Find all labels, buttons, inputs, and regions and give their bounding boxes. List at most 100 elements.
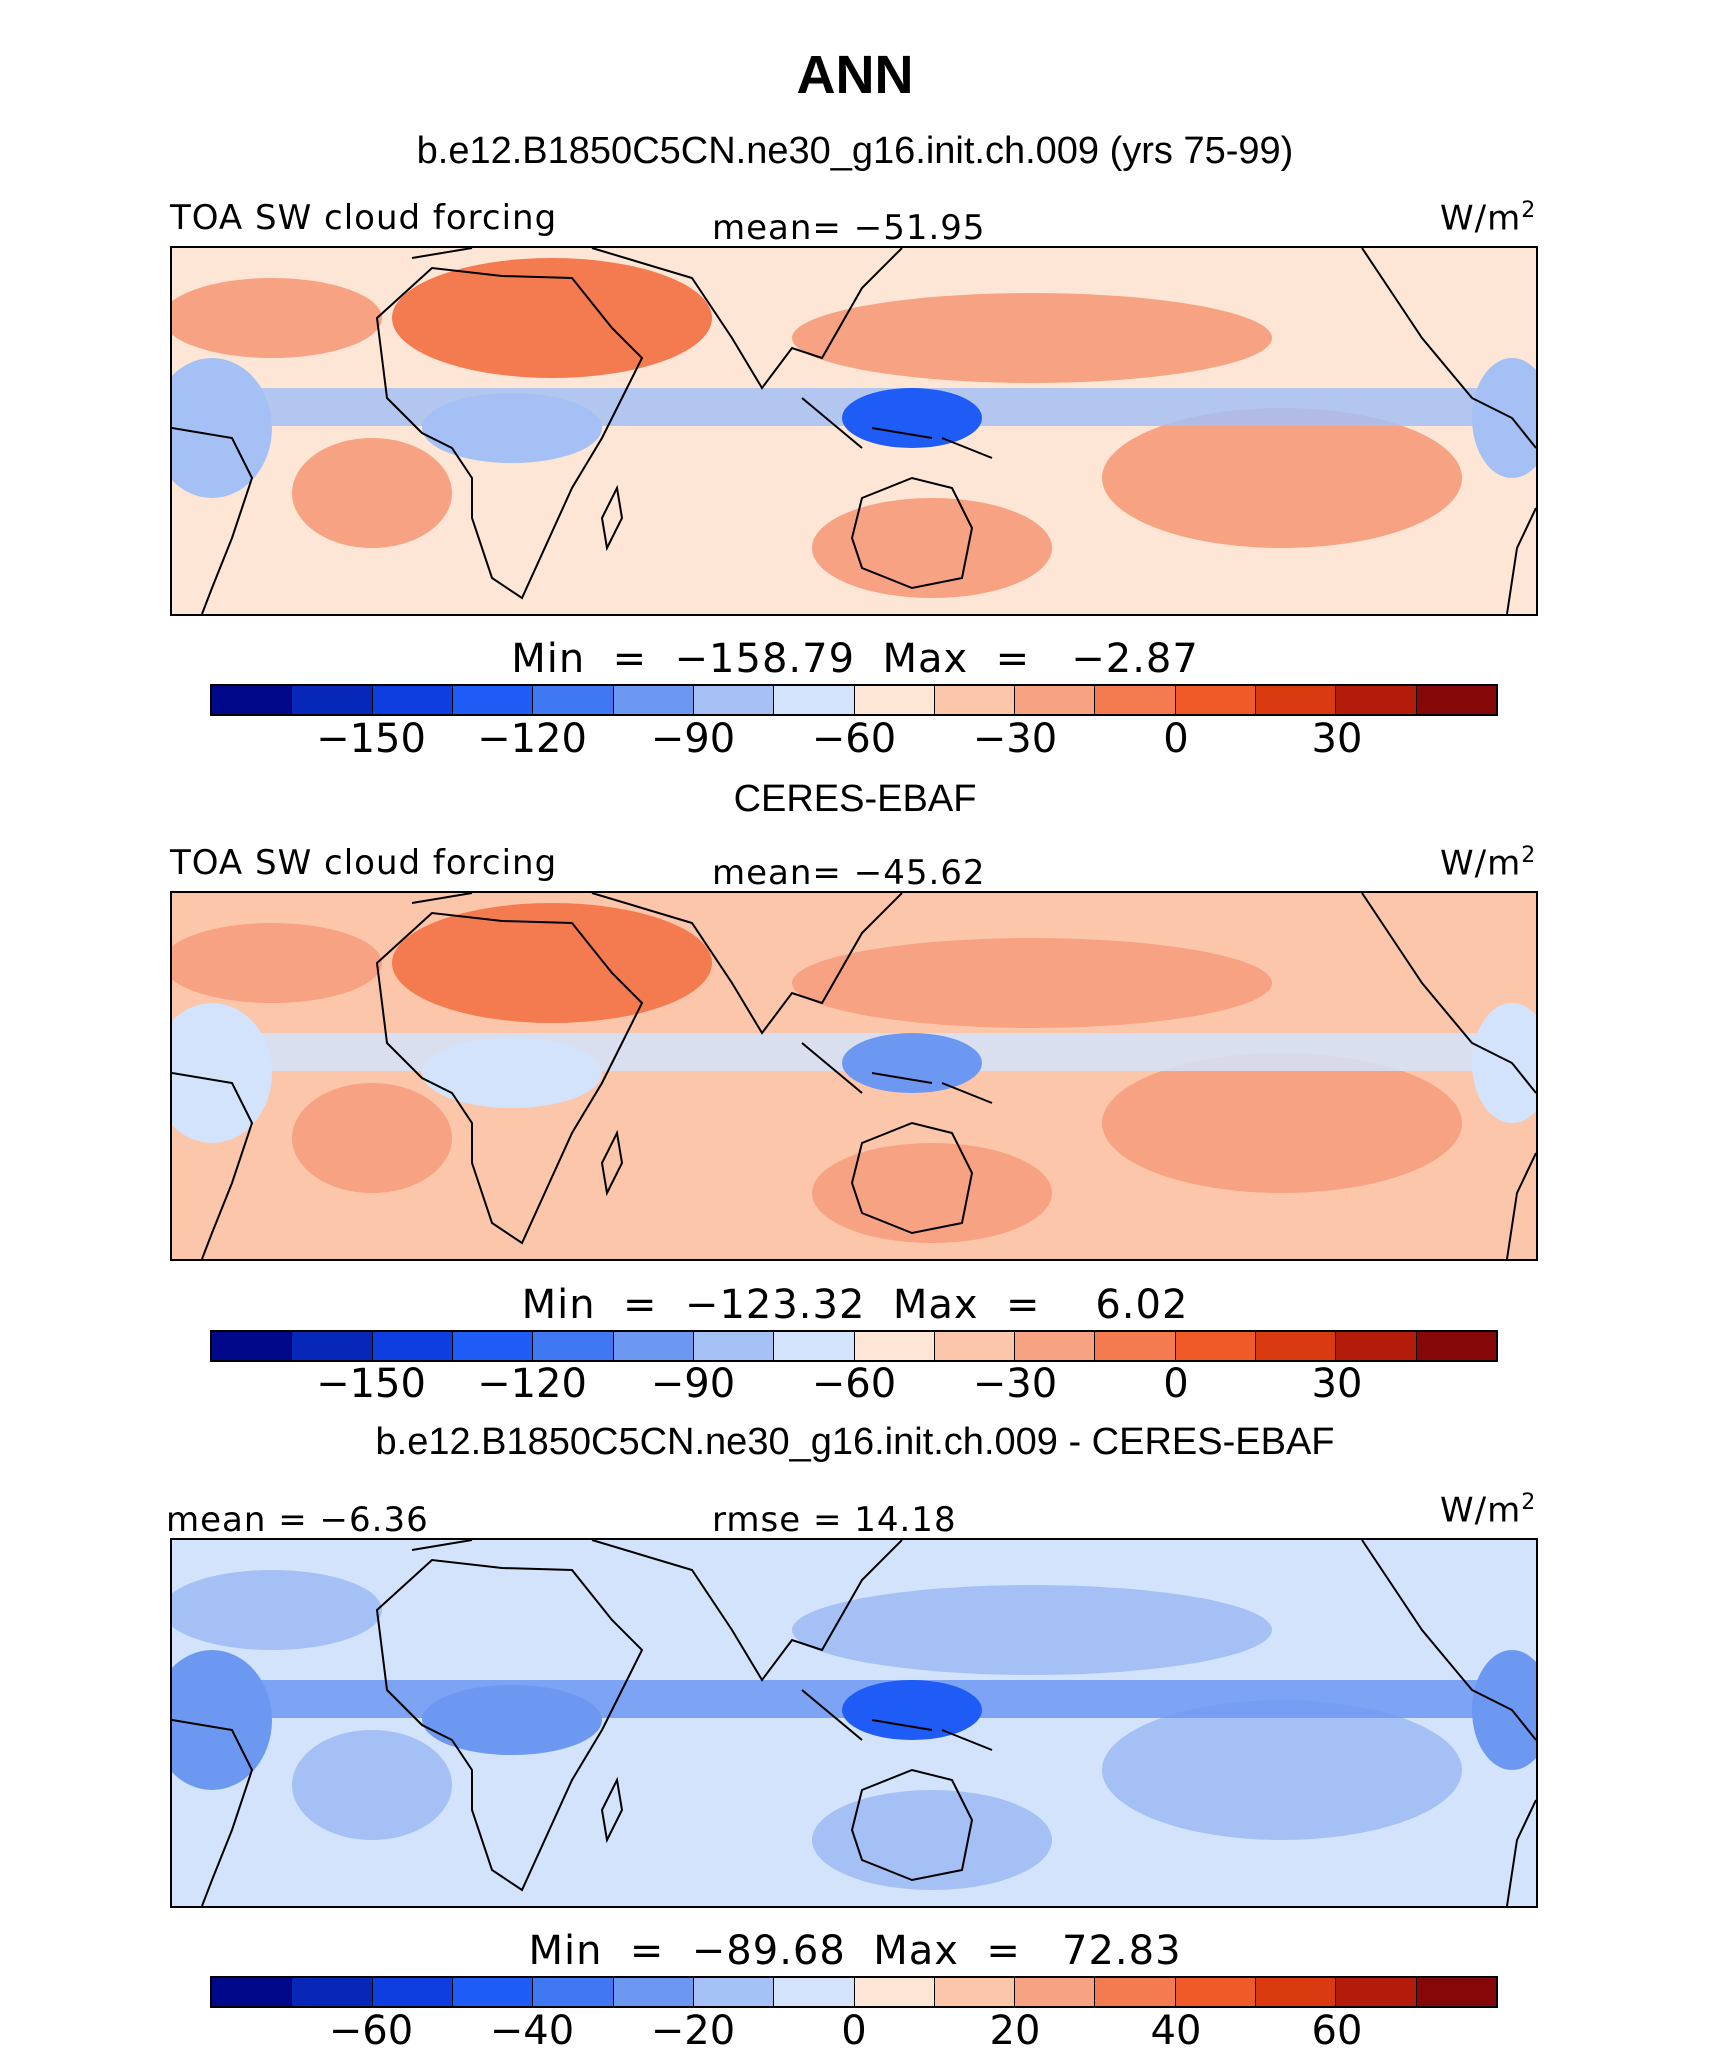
colorbar-swatch (1256, 1978, 1337, 2006)
map-canvas (172, 1540, 1536, 1906)
panel-1-map (170, 246, 1538, 616)
colorbar-swatch (372, 686, 453, 714)
colorbar-swatch (693, 1978, 775, 2006)
coastline-madagascar (600, 1776, 624, 1844)
colorbar-swatch (1416, 686, 1496, 714)
figure-title: ANN (796, 45, 914, 105)
panel-1-minmax: Min = −158.79 Max = −2.87 (511, 636, 1199, 682)
map-canvas (172, 893, 1536, 1259)
colorbar-tick-label: −120 (477, 1361, 587, 1407)
field-north-africa-region (392, 903, 712, 1023)
units-base: W/m (1440, 198, 1522, 239)
panel-2-subtitle: CERES-EBAF (733, 778, 977, 820)
colorbar-swatch (1416, 1978, 1496, 2006)
colorbar-swatch (854, 1978, 935, 2006)
colorbar-swatch (1095, 1332, 1176, 1360)
panel-2-mean-label: mean= −45.62 (712, 853, 986, 893)
colorbar-swatch (1015, 686, 1096, 714)
units-exponent: 2 (1521, 198, 1537, 223)
field-maritime-continent-region (842, 388, 982, 448)
field-central-africa-region (422, 1038, 602, 1108)
coastline-americas-west (1361, 1540, 1536, 1906)
colorbar-swatch (774, 1332, 855, 1360)
coastline-africa (375, 266, 644, 600)
coastline-europe-asia (411, 893, 903, 1035)
units-exponent: 2 (1521, 1490, 1537, 1515)
coastline-south-america (172, 1072, 254, 1259)
colorbar-tick-label: −30 (972, 716, 1058, 762)
map-canvas (172, 248, 1536, 614)
colorbar-tick-label: 40 (1150, 2008, 1202, 2054)
colorbar-swatch (1095, 686, 1176, 714)
colorbar-swatch (1015, 1332, 1096, 1360)
field-amazon-region (172, 1650, 272, 1790)
colorbar-swatch (934, 1978, 1016, 2006)
colorbar-swatch (1336, 1978, 1417, 2006)
colorbar-swatch (1015, 1978, 1096, 2006)
colorbar-tick-label: 30 (1311, 1361, 1363, 1407)
coastline-australia (850, 1768, 974, 1882)
colorbar-tick-label: 0 (1163, 1361, 1189, 1407)
panel-1-units: W/m2 (1440, 198, 1536, 238)
colorbar-tick-label: 20 (989, 2008, 1041, 2054)
colorbar-tick-label: −150 (316, 716, 426, 762)
coastline-madagascar (600, 484, 624, 552)
colorbar-swatch (1095, 1978, 1176, 2006)
panel-3-minmax: Min = −89.68 Max = 72.83 (528, 1928, 1182, 1974)
colorbar-swatch (452, 1978, 534, 2006)
colorbar-tick-label: −150 (316, 1361, 426, 1407)
coastline-south-america (172, 427, 254, 614)
colorbar-tick-label: −20 (650, 2008, 736, 2054)
field-central-africa-region (422, 393, 602, 463)
colorbar-swatch (854, 686, 935, 714)
colorbar-tick-label: −120 (477, 716, 587, 762)
field-n-atlantic-region (172, 278, 382, 358)
panel-1-subtitle: b.e12.B1850C5CN.ne30_g16.init.ch.009 (yr… (416, 130, 1294, 172)
colorbar-swatch (613, 686, 694, 714)
field-north-africa-region (392, 258, 712, 378)
colorbar-swatch (1336, 686, 1417, 714)
panel-3-rmse-label: rmse = 14.18 (712, 1500, 957, 1540)
colorbar-swatch (613, 1978, 694, 2006)
colorbar-swatch (292, 1332, 373, 1360)
coastline-africa (375, 911, 644, 1245)
colorbar-swatch (774, 1978, 855, 2006)
colorbar-tick-label: −60 (328, 2008, 414, 2054)
coastline-europe-asia (411, 248, 903, 390)
coastline-indonesia (801, 397, 993, 459)
field-n-pacific-region (792, 293, 1272, 383)
colorbar-tick-label: 60 (1311, 2008, 1363, 2054)
panel-1-mean-label: mean= −51.95 (712, 208, 986, 248)
units-base: W/m (1440, 843, 1522, 884)
colorbar-tick-label: −30 (972, 1361, 1058, 1407)
field-central-america-region (1472, 358, 1536, 478)
panel-3-mean-label: mean = −6.36 (166, 1500, 429, 1540)
field-north-africa-region (392, 1550, 712, 1670)
coastline-americas-west (1361, 893, 1536, 1259)
colorbar-swatch (292, 1978, 373, 2006)
colorbar-tick-label: −60 (811, 1361, 897, 1407)
colorbar-swatch (1256, 1332, 1337, 1360)
colorbar-tick-label: −90 (650, 716, 736, 762)
colorbar-swatch (452, 686, 534, 714)
colorbar-swatch (452, 1332, 534, 1360)
colorbar-swatch (693, 1332, 775, 1360)
field-amazon-region (172, 1003, 272, 1143)
colorbar-swatch (372, 1978, 453, 2006)
coastline-indonesia (801, 1689, 993, 1751)
field-s-atlantic-region (292, 1083, 452, 1193)
field-maritime-continent-region (842, 1033, 982, 1093)
field-maritime-continent-region (842, 1680, 982, 1740)
colorbar-swatch (212, 1332, 293, 1360)
field-n-pacific-region (792, 938, 1272, 1028)
field-n-atlantic-region (172, 1570, 382, 1650)
coastline-africa (375, 1558, 644, 1892)
panel-1-variable-label: TOA SW cloud forcing (170, 198, 558, 238)
colorbar-swatch (533, 1332, 614, 1360)
coastline-europe-asia (411, 1540, 903, 1682)
panel-3-subtitle: b.e12.B1850C5CN.ne30_g16.init.ch.009 - C… (375, 1421, 1335, 1463)
panel-2-units: W/m2 (1440, 843, 1536, 883)
coastline-indonesia (801, 1042, 993, 1104)
coastline-americas-west (1361, 248, 1536, 614)
field-s-pacific-region (1102, 1053, 1462, 1193)
